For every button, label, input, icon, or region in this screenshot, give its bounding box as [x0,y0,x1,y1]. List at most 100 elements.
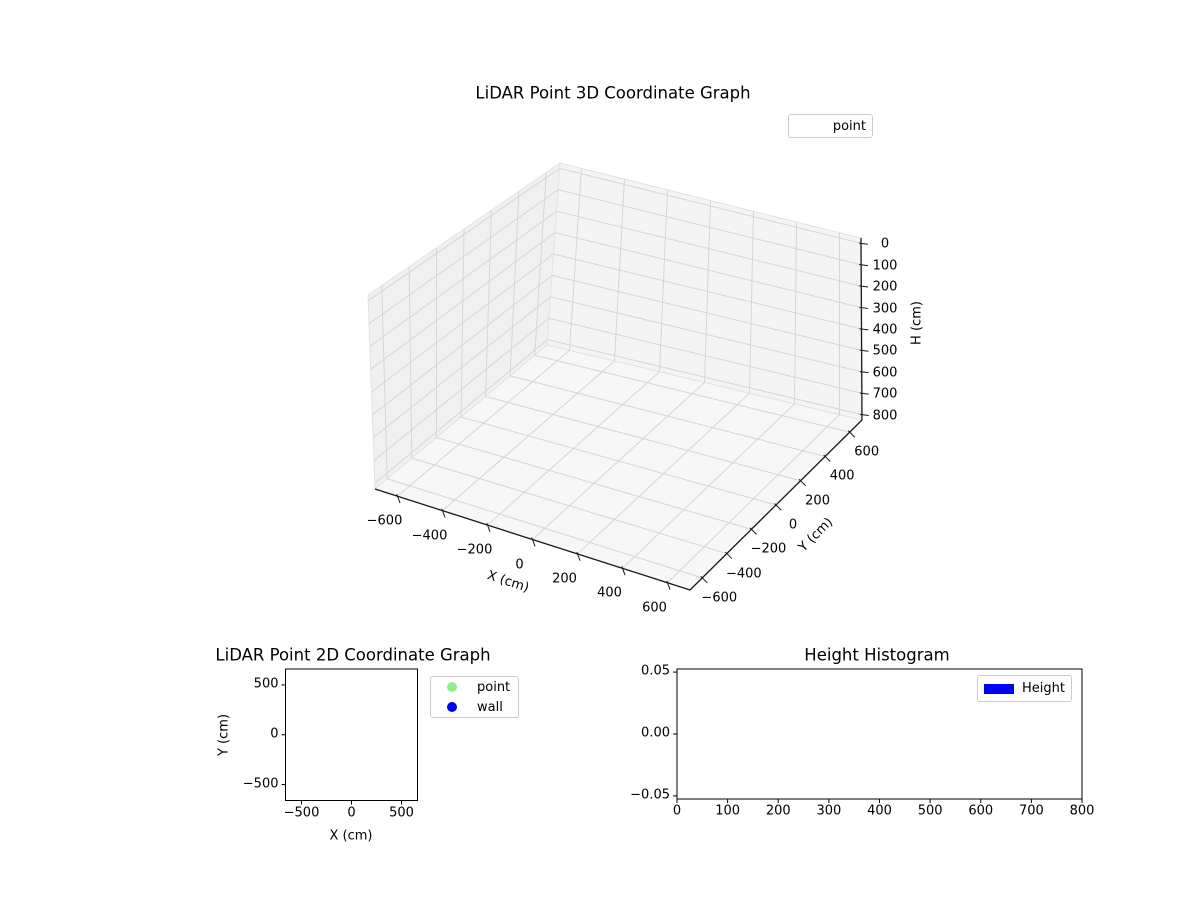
plot2d-x-tick-label: 500 [389,805,414,821]
grid-line-z-rightwall [553,253,862,330]
wall-marker-icon [447,702,457,712]
grid-line-z-rightwall [556,210,862,287]
grid-line-z-leftwall [367,167,560,302]
plot3d-z-tick-label: 800 [872,408,898,424]
plot3d-x-tick-label: −200 [456,542,493,558]
x-tick-mark-3d [621,566,626,576]
hist-x-tick-label: 700 [1018,803,1044,819]
hist-title: Height Histogram [804,645,950,665]
plot3d-title: LiDAR Point 3D Coordinate Graph [475,83,751,103]
plot3d-z-tick-label: 700 [872,386,898,402]
plot3d-z-tick-label: 300 [872,301,898,317]
legend-row-wall: wall [437,698,512,717]
hist-y-tick-label: 0.00 [641,725,670,741]
y-tick-mark-3d [823,454,831,462]
plot2d-y-axis-label: Y (cm) [216,713,232,757]
plot3d-y-tick-label: 400 [829,468,855,484]
hist-x-tick-label: 100 [715,803,741,819]
plot3d-legend: point [788,114,873,138]
plot3d-x-tick-label: 400 [597,585,622,601]
plot3d-z-tick-label: 200 [872,279,898,295]
legend-label-point: point [477,679,511,695]
grid-line-z-rightwall [559,167,862,244]
grid-line-z-leftwall [372,275,553,416]
z-tick-mark-3d [859,413,869,416]
z-tick-mark-3d [859,328,869,331]
z-tick-mark-3d [859,285,869,288]
grid-line-z-rightwall [551,274,862,351]
grid-line-z-leftwall [369,210,557,347]
legend-handle-empty [795,121,824,131]
plot3d-x-tick-label: 600 [642,600,667,616]
plot3d-y-tick-label: −400 [725,566,762,582]
grid-line-y-floor [436,437,752,530]
plot3d-y-tick-label: −600 [701,590,738,606]
plot2d-frame [285,668,418,801]
grid-line-z-leftwall [370,232,556,370]
z-tick-mark-3d [859,371,869,374]
plot3d-z-tick-label: 400 [872,322,898,338]
z-tick-mark-3d [859,264,869,267]
grid-line-z-rightwall [547,339,863,416]
grid-line-z-rightwall [557,189,862,266]
plot3d-x-tick-label: −400 [411,528,448,544]
grid-line-z-rightwall [554,232,862,309]
y-tick-mark-3d [774,503,782,511]
grid-line-y-floor [534,354,850,433]
y-tick-mark-3d [749,527,757,535]
hist-legend: Height [977,675,1072,702]
plot2d-legend: point wall [430,676,519,718]
hist-x-tick-label: 0 [672,803,682,819]
grid-line-z-leftwall [373,317,550,461]
grid-line-y-floor [485,395,801,482]
y-tick-mark-3d [725,551,733,560]
plot2d-y-tick-label: −500 [242,776,279,792]
plot2d-x-axis-label: X (cm) [329,828,373,844]
plot2d-x-tick-label: −500 [283,805,320,821]
x-tick-mark-3d [531,537,536,547]
grid-line-z-leftwall [372,296,551,439]
plot3d-z-tick-label: 500 [872,343,898,359]
hist-x-tick-label: 500 [917,803,943,819]
x-tick-mark-3d [396,494,401,504]
legend-label-point: point [832,118,866,134]
hist-x-tick-label: 300 [816,803,842,819]
legend-row-point: point [437,678,512,697]
hist-x-tick-label: 400 [867,803,892,819]
y-tick-mark-3d [847,430,856,438]
z-tick-mark-3d [859,349,869,352]
plot3d-z-axis-label: H (cm) [909,301,925,345]
y-tick-mark-3d [798,478,807,487]
legend-label-wall: wall [477,699,503,715]
x-tick-mark-3d [576,551,581,561]
grid-line-z-leftwall [371,253,554,393]
plot2d-y-tick-label: 0 [270,726,279,742]
hist-y-tick-label: 0.05 [641,663,670,679]
grid-line-z-rightwall [550,296,862,373]
plot3d-z-tick-label: 600 [872,365,898,381]
grid-line-y-floor [411,457,728,555]
plot3d-y-tick-label: 0 [788,517,798,533]
plot3d-z-tick-label: 0 [880,236,890,252]
z-tick-mark-3d [859,306,869,309]
plot2d-title: LiDAR Point 2D Coordinate Graph [215,645,491,665]
x-tick-mark-3d [441,508,446,518]
plot3d-x-tick-label: 0 [515,557,524,573]
height-swatch-icon [984,683,1014,694]
grid-line-z-leftwall [374,339,548,484]
hist-x-tick-label: 800 [1069,803,1095,819]
x-tick-mark-3d [486,522,491,533]
grid-line-y-floor [510,375,826,457]
hist-y-tick-label: −0.05 [630,787,670,803]
plot3d-y-tick-label: −200 [750,541,787,557]
z-tick-mark-3d [859,392,869,395]
z-tick-mark-3d [858,242,868,245]
plot2d-x-tick-label: 0 [347,805,356,821]
grid-line-y-floor [387,478,703,579]
plot3d-x-tick-label: 200 [552,571,577,587]
y-tick-mark-3d [700,576,708,584]
point-marker-icon [447,682,457,692]
x-tick-mark-3d [666,580,671,590]
grid-line-z-leftwall [368,189,559,324]
